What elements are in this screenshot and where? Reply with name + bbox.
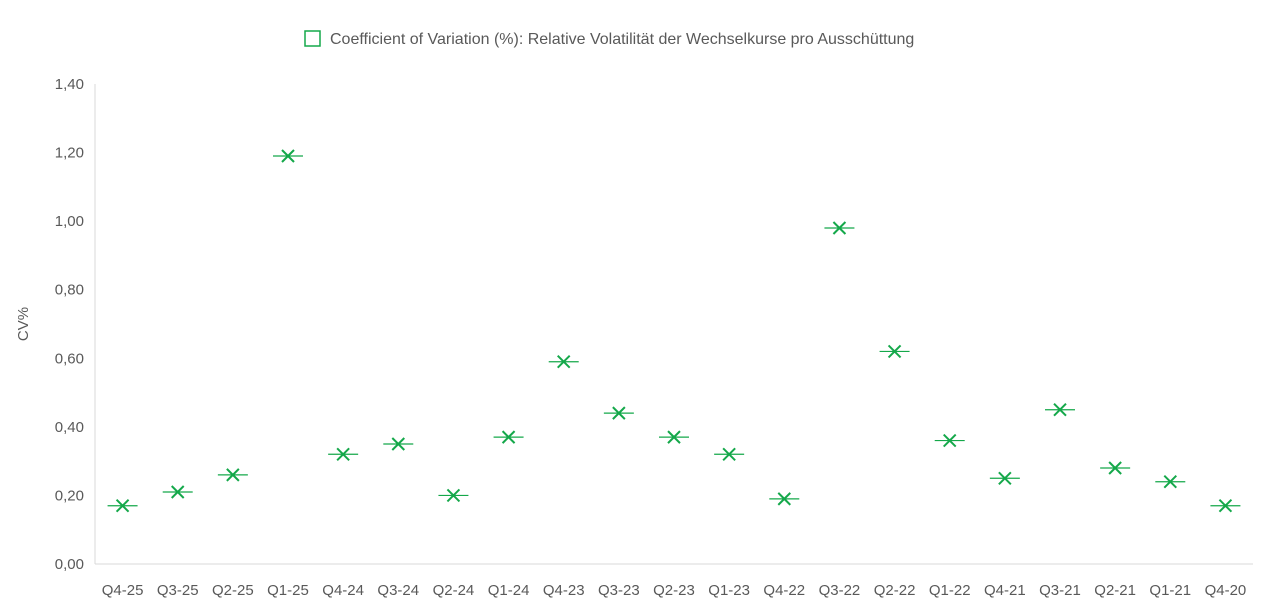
x-tick-label: Q4-24 bbox=[322, 582, 364, 599]
data-point bbox=[273, 149, 303, 163]
y-tick-label: 0,40 bbox=[55, 419, 84, 436]
y-tick-label: 0,20 bbox=[55, 487, 84, 504]
data-point bbox=[162, 485, 193, 499]
data-point-cross-b bbox=[226, 468, 240, 482]
x-tick-label: Q1-22 bbox=[929, 582, 971, 599]
x-tick-label: Q3-21 bbox=[1039, 582, 1081, 599]
y-tick-label: 0,00 bbox=[55, 556, 84, 573]
data-point bbox=[989, 471, 1020, 485]
legend: Coefficient of Variation (%): Relative V… bbox=[304, 30, 914, 48]
data-point bbox=[824, 221, 855, 235]
data-point bbox=[934, 433, 965, 448]
data-point-cross-b bbox=[391, 437, 405, 451]
data-point-cross-b bbox=[777, 492, 791, 506]
data-point-cross-b bbox=[1053, 403, 1067, 417]
data-point-cross-b bbox=[501, 430, 516, 444]
x-tick-label: Q3-23 bbox=[598, 582, 640, 599]
data-point bbox=[603, 406, 634, 420]
x-tick-label: Q3-22 bbox=[819, 582, 861, 599]
data-point bbox=[879, 344, 910, 359]
x-tick-label: Q1-25 bbox=[267, 582, 309, 599]
data-point bbox=[328, 447, 359, 461]
x-tick-label: Q4-25 bbox=[102, 582, 144, 599]
x-tick-label: Q2-23 bbox=[653, 582, 695, 599]
x-tick-label: Q4-21 bbox=[984, 582, 1026, 599]
legend-swatch bbox=[304, 30, 321, 47]
x-tick-labels: Q4-25 Q3-25 Q2-25 Q1-25 Q4-24 Q3-24 Q2-24 Q1-24… bbox=[102, 582, 1247, 599]
x-tick-label: Q3-25 bbox=[157, 582, 199, 599]
data-points bbox=[107, 149, 1241, 513]
data-point bbox=[1210, 499, 1241, 513]
data-point bbox=[769, 492, 800, 506]
data-point-cross-b bbox=[336, 447, 350, 461]
axes bbox=[94, 84, 1253, 565]
y-tick-label: 0,60 bbox=[55, 350, 84, 367]
x-tick-label: Q2-21 bbox=[1094, 582, 1136, 599]
y-tick-label: 1,00 bbox=[55, 213, 84, 230]
x-tick-label: Q1-23 bbox=[708, 582, 750, 599]
data-point bbox=[1100, 461, 1131, 475]
x-tick-label: Q1-21 bbox=[1149, 582, 1191, 599]
legend-label: Coefficient of Variation (%): Relative V… bbox=[330, 31, 914, 48]
y-tick-label: 1,40 bbox=[55, 76, 84, 93]
y-tick-label: 0,80 bbox=[55, 282, 84, 299]
data-point bbox=[383, 437, 414, 451]
x-tick-label: Q4-23 bbox=[543, 582, 585, 599]
data-point-cross-b bbox=[1218, 499, 1233, 513]
data-point-cross-b bbox=[832, 221, 847, 235]
data-point bbox=[659, 430, 689, 444]
data-point bbox=[438, 488, 469, 503]
x-tick-label: Q3-24 bbox=[377, 582, 419, 599]
data-point bbox=[1045, 403, 1075, 417]
data-point-cross-b bbox=[1163, 475, 1177, 489]
data-point-cross-b bbox=[281, 149, 295, 163]
data-point-cross-b bbox=[667, 430, 681, 444]
x-tick-label: Q2-22 bbox=[874, 582, 916, 599]
data-point bbox=[548, 355, 579, 369]
y-tick-labels: 0,00 0,20 0,40 0,60 0,80 1,00 1,20 1,40 bbox=[55, 76, 84, 573]
x-tick-label: Q2-24 bbox=[433, 582, 475, 599]
data-point-cross-b bbox=[998, 471, 1012, 485]
data-point-cross-b bbox=[446, 488, 461, 503]
x-tick-label: Q4-22 bbox=[763, 582, 805, 599]
data-point bbox=[493, 430, 524, 444]
data-point bbox=[107, 499, 138, 513]
y-axis-label: CV% bbox=[15, 307, 32, 341]
data-point-cross-b bbox=[1108, 461, 1122, 475]
data-point-cross-b bbox=[943, 433, 957, 448]
x-tick-label: Q2-25 bbox=[212, 582, 254, 599]
data-point-cross-b bbox=[115, 499, 130, 513]
data-point-cross-b bbox=[557, 355, 571, 369]
data-point-cross-b bbox=[887, 344, 902, 359]
data-point-cross-b bbox=[722, 447, 736, 461]
data-point bbox=[714, 447, 745, 461]
data-point bbox=[1155, 475, 1186, 489]
x-tick-label: Q4-20 bbox=[1205, 582, 1247, 599]
data-point bbox=[217, 468, 248, 482]
data-point-cross-b bbox=[171, 485, 185, 499]
data-point-cross-b bbox=[612, 406, 626, 420]
x-tick-label: Q1-24 bbox=[488, 582, 530, 599]
y-tick-label: 1,20 bbox=[55, 145, 84, 162]
